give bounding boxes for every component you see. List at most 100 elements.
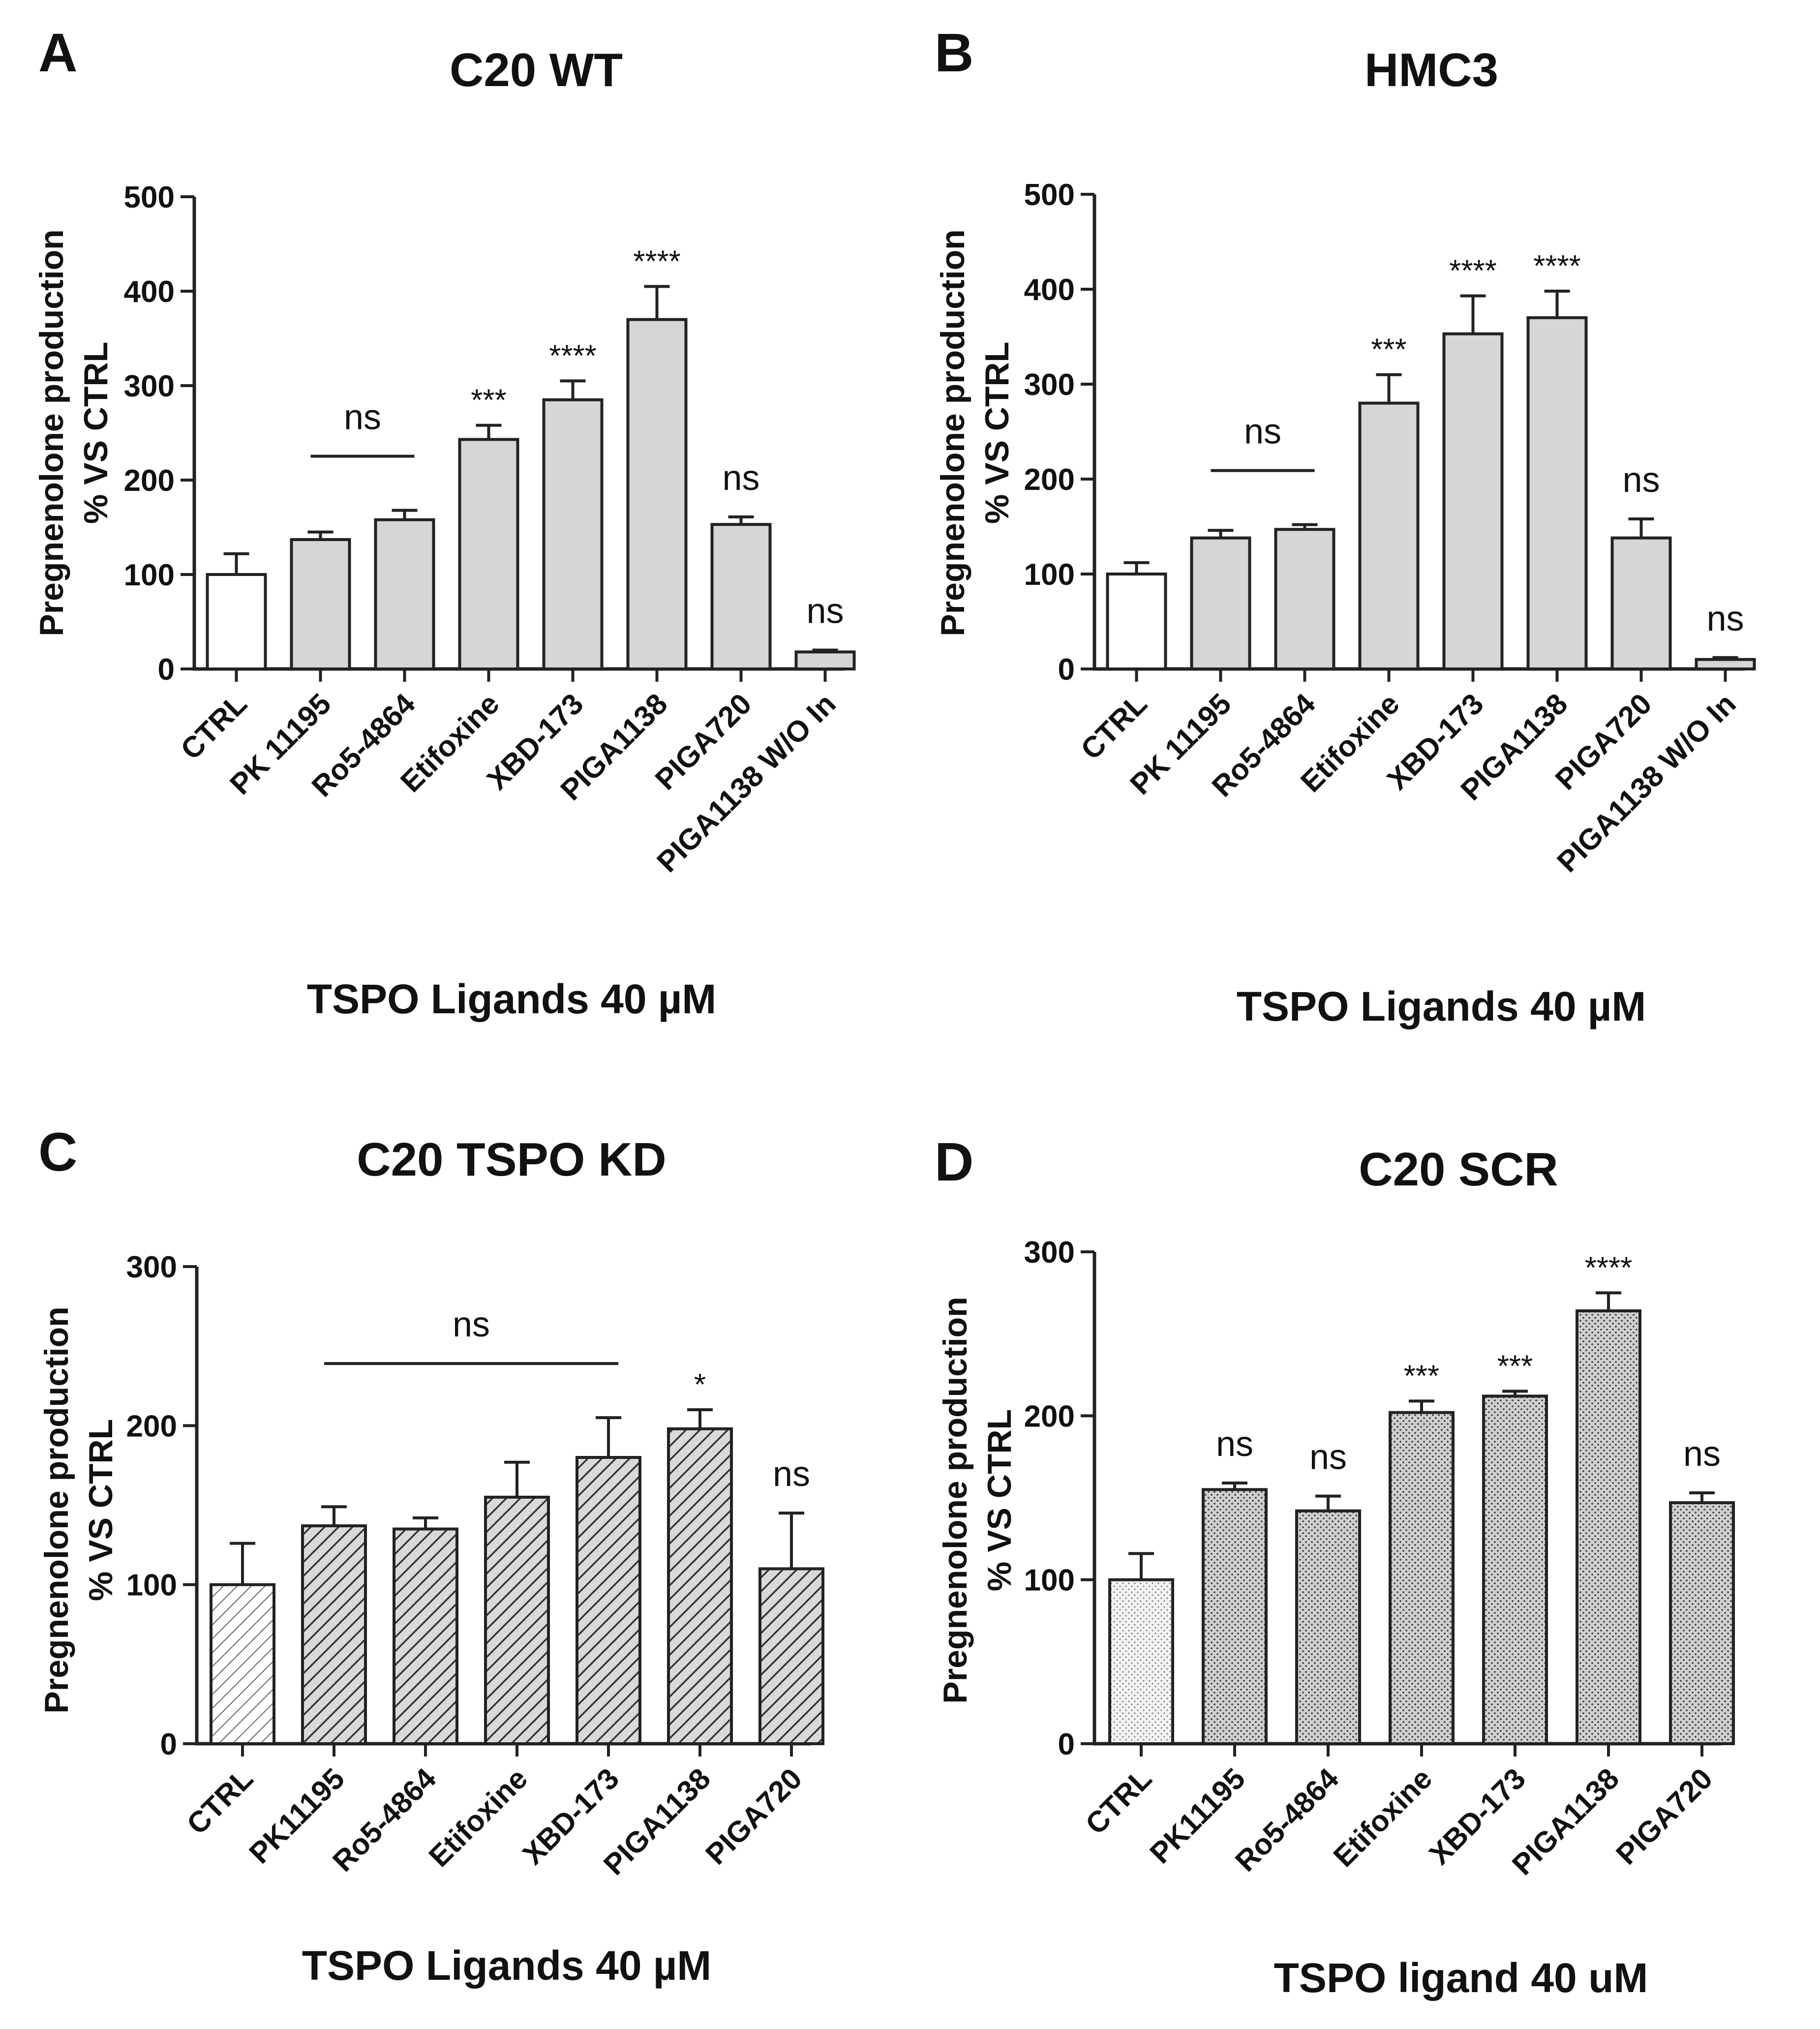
bar bbox=[374, 518, 435, 670]
bar bbox=[626, 318, 688, 670]
significance-label: ns bbox=[773, 1454, 810, 1494]
x-axis-label: TSPO ligand 40 uM bbox=[1274, 1955, 1648, 2001]
bar bbox=[1526, 316, 1588, 670]
category-label: CTRL bbox=[174, 687, 253, 766]
category-label: Etifoxine bbox=[1327, 1762, 1439, 1874]
y-tick-label: 300 bbox=[1024, 368, 1075, 402]
y-axis-label-line2: % VS CTRL bbox=[978, 342, 1016, 524]
bar bbox=[1482, 1394, 1548, 1745]
category-label: CTRL bbox=[181, 1762, 259, 1841]
significance-label: *** bbox=[1371, 333, 1406, 367]
chart-title: C20 TSPO KD bbox=[357, 1133, 666, 1186]
panel-letter-b: B bbox=[935, 23, 973, 83]
bar bbox=[1274, 528, 1335, 671]
y-tick-label: 300 bbox=[1024, 1236, 1075, 1270]
significance-label: *** bbox=[1404, 1359, 1439, 1393]
bar bbox=[576, 1456, 641, 1745]
y-tick-label: 0 bbox=[158, 653, 175, 687]
significance-label: **** bbox=[1449, 254, 1497, 288]
significance-label: **** bbox=[549, 339, 597, 373]
significance-label: ns bbox=[1216, 1424, 1253, 1464]
bar bbox=[710, 523, 772, 670]
y-axis-label-line1: Pregnenolone production bbox=[33, 229, 70, 636]
chart-title: C20 WT bbox=[450, 44, 623, 96]
y-axis-label-line1: Pregnenolone production bbox=[934, 229, 971, 636]
x-axis-label: TSPO Ligands 40 µM bbox=[1237, 983, 1646, 1030]
y-tick-label: 200 bbox=[1024, 1399, 1075, 1433]
bar bbox=[1442, 332, 1504, 670]
y-axis-label-line2: % VS CTRL bbox=[981, 1409, 1018, 1591]
y-axis-label-line2: % VS CTRL bbox=[77, 342, 115, 524]
bar bbox=[210, 1583, 275, 1746]
y-tick-label: 300 bbox=[126, 1250, 177, 1284]
plot-area: 0100200300CTRLPK11195Ro5-4864EtifoxineXB… bbox=[126, 1250, 824, 1881]
x-axis-label: TSPO Ligands 40 µM bbox=[302, 1942, 712, 1989]
bar bbox=[393, 1527, 458, 1745]
category-label: Etifoxine bbox=[423, 1762, 534, 1874]
panel-letter-c: C bbox=[38, 1122, 77, 1182]
category-label: CTRL bbox=[1074, 687, 1153, 766]
bar bbox=[301, 1524, 367, 1746]
chart-panel-b: HMC3 Pregnenolone production % VS CTRL T… bbox=[934, 44, 1756, 1030]
group-significance-label: ns bbox=[1244, 412, 1281, 452]
significance-label: ns bbox=[806, 592, 844, 631]
significance-label: ns bbox=[1622, 460, 1660, 500]
y-axis-label-line1: Pregnenolone production bbox=[38, 1306, 75, 1713]
bar bbox=[667, 1427, 733, 1746]
bar bbox=[794, 650, 856, 670]
category-label: PIGA720 bbox=[699, 1762, 808, 1871]
category-label: Ro5-4864 bbox=[1229, 1761, 1345, 1878]
bar bbox=[1389, 1411, 1455, 1746]
chart-title: C20 SCR bbox=[1359, 1143, 1558, 1196]
y-tick-label: 100 bbox=[1024, 1564, 1075, 1598]
group-significance-label: ns bbox=[344, 397, 381, 437]
bar bbox=[1190, 536, 1251, 671]
bar bbox=[1295, 1509, 1361, 1746]
bar bbox=[1108, 1578, 1174, 1746]
y-tick-label: 500 bbox=[1024, 178, 1075, 212]
significance-label: ns bbox=[1683, 1434, 1721, 1474]
y-tick-label: 200 bbox=[126, 1409, 177, 1443]
bar bbox=[290, 538, 351, 670]
y-tick-label: 400 bbox=[1024, 273, 1075, 307]
y-tick-label: 100 bbox=[126, 1569, 177, 1603]
bar bbox=[1576, 1309, 1641, 1745]
y-axis-label-line2: % VS CTRL bbox=[82, 1419, 120, 1601]
group-significance-label: ns bbox=[453, 1305, 490, 1344]
category-label: PIGA720 bbox=[1609, 1762, 1719, 1871]
y-tick-label: 400 bbox=[124, 275, 175, 309]
significance-label: **** bbox=[633, 244, 681, 278]
bar bbox=[542, 398, 604, 670]
bar bbox=[206, 573, 267, 670]
y-tick-label: 500 bbox=[124, 181, 175, 214]
bar bbox=[484, 1495, 550, 1745]
plot-area: 0100200300CTRLPK11195nsRo5-4864nsEtifoxi… bbox=[1024, 1236, 1735, 1881]
chart-title: HMC3 bbox=[1365, 44, 1498, 96]
panel-letter-d: D bbox=[935, 1132, 973, 1192]
y-tick-label: 100 bbox=[1024, 558, 1075, 592]
x-axis-label: TSPO Ligands 40 µM bbox=[307, 976, 717, 1022]
significance-label: ns bbox=[722, 458, 759, 498]
y-tick-label: 0 bbox=[1058, 1727, 1075, 1761]
significance-label: *** bbox=[471, 384, 506, 418]
category-label: CTRL bbox=[1079, 1762, 1158, 1841]
chart-panel-c: C20 TSPO KD Pregnenolone production % VS… bbox=[38, 1133, 824, 1989]
y-tick-label: 300 bbox=[124, 369, 175, 403]
significance-label: **** bbox=[1533, 249, 1581, 283]
bar bbox=[758, 1567, 824, 1745]
y-tick-label: 0 bbox=[160, 1727, 177, 1761]
significance-label: *** bbox=[1497, 1349, 1533, 1383]
panel-letter-a: A bbox=[38, 23, 77, 83]
chart-panel-d: C20 SCR Pregnenolone production % VS CTR… bbox=[937, 1143, 1735, 2001]
y-tick-label: 0 bbox=[1058, 653, 1075, 687]
bar bbox=[1106, 573, 1167, 670]
bar bbox=[1202, 1488, 1268, 1745]
significance-label: **** bbox=[1585, 1251, 1633, 1285]
bar bbox=[1669, 1501, 1735, 1745]
bar bbox=[1695, 658, 1756, 670]
y-tick-label: 200 bbox=[124, 464, 175, 498]
bar bbox=[1358, 401, 1420, 670]
